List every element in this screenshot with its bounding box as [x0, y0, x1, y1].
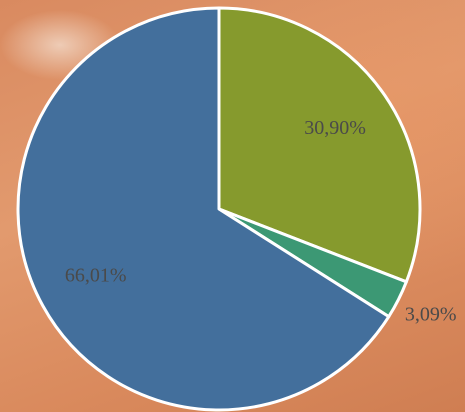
data-label: 30,90% — [304, 117, 366, 139]
pie-slice — [16, 6, 391, 412]
data-label: 66,01% — [65, 264, 127, 286]
data-label: 3,09% — [405, 304, 457, 326]
pie-slice — [217, 6, 422, 284]
